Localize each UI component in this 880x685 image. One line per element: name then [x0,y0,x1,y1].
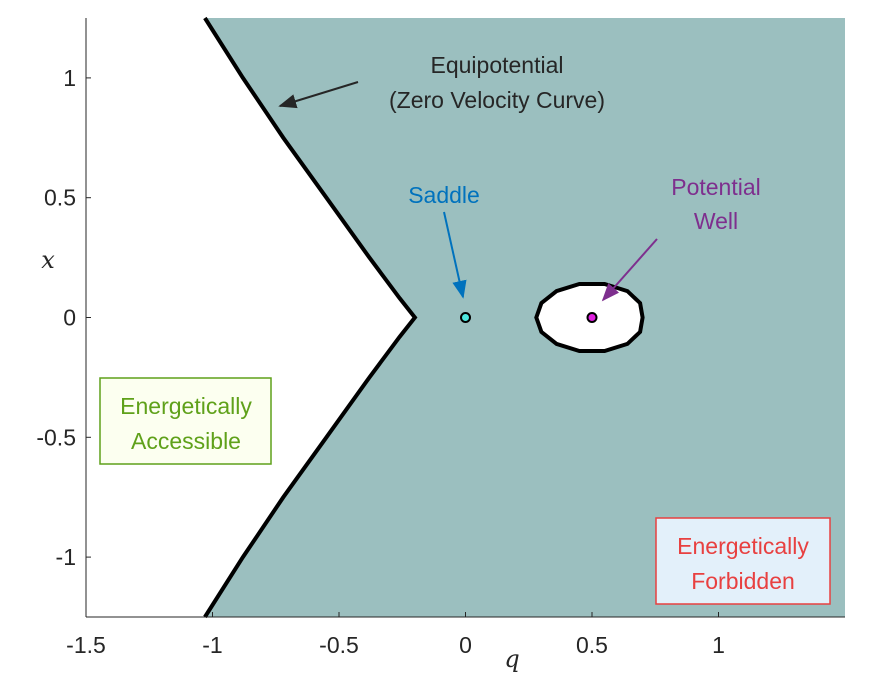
y-ticks: 1 0.5 0 -0.5 -1 [36,65,91,570]
saddle-arrow [443,211,467,299]
well-label-line2: Well [694,208,738,234]
y-tick-label: 1 [63,65,76,91]
forbidden-label-line1: Energetically [677,533,809,559]
y-tick-label: 0 [63,305,76,331]
x-ticks: -1.5 -1 -0.5 0 0.5 1 [66,612,725,658]
y-axis-label: x [41,246,55,274]
accessible-label-line2: Accessible [131,428,241,454]
equipotential-label-line2: (Zero Velocity Curve) [389,87,605,113]
x-tick-label: -0.5 [319,632,359,658]
y-tick-label: -1 [56,544,76,570]
well-point [586,312,598,323]
forbidden-region [204,18,845,617]
well-arrow [601,238,658,302]
forbidden-label-line2: Forbidden [691,568,795,594]
x-tick-label: 0.5 [576,632,608,658]
x-tick-label: -1 [202,632,222,658]
x-tick-label: -1.5 [66,632,106,658]
accessible-box [99,377,272,465]
accessible-label-line1: Energetically [120,393,252,419]
y-tick-label: 0.5 [44,185,76,211]
equipotential-well-curve [534,282,645,353]
forbidden-box [655,517,831,605]
well-label-line1: Potential [671,174,761,200]
y-tick-label: -0.5 [36,424,76,450]
saddle-label: Saddle [408,182,480,208]
x-axis-label: q [504,645,519,673]
x-tick-label: 0 [459,632,472,658]
equipotential-arrow [278,81,359,109]
x-tick-label: 1 [712,632,725,658]
saddle-point [460,312,471,323]
equipotential-label-line1: Equipotential [431,52,564,78]
equipotential-left-curve [203,16,418,619]
